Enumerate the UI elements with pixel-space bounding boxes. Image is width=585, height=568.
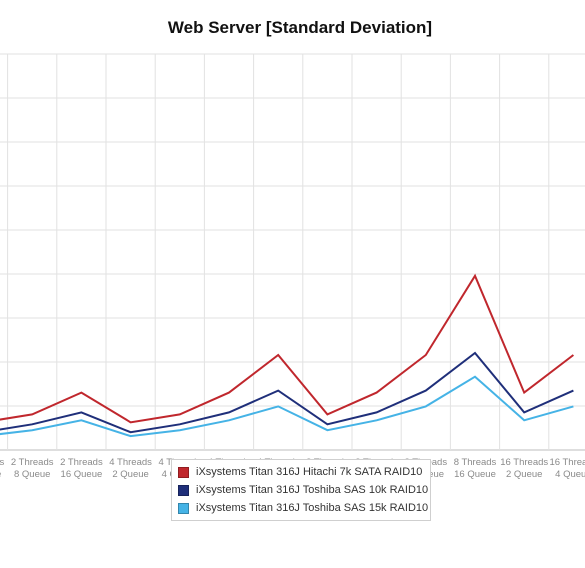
x-tick-label: 16 Threads4 Queue xyxy=(549,457,585,480)
legend-item-series-2: iXsystems Titan 316J Toshiba SAS 10k RAI… xyxy=(178,481,428,499)
legend-label-series-3: iXsystems Titan 316J Toshiba SAS 15k RAI… xyxy=(196,502,429,514)
chart-title: Web Server [Standard Deviation] xyxy=(167,18,433,37)
x-tick-label: 16 Threads 2 Queue xyxy=(500,457,548,480)
gridlines xyxy=(0,53,585,451)
series-lines xyxy=(0,273,575,438)
legend-swatch-series-3 xyxy=(178,502,189,514)
x-tick-label: 8 Threads 16 Queue xyxy=(454,457,497,480)
legend-swatch-series-2 xyxy=(178,484,189,496)
x-tick-label: 2 Threads 8 Queue xyxy=(11,457,54,480)
legend-item-series-3: iXsystems Titan 316J Toshiba SAS 15k RAI… xyxy=(178,499,428,517)
x-tick-label: 4 Threads 2 Queue xyxy=(109,457,152,480)
legend-label-series-1: iXsystems Titan 316J Hitachi 7k SATA RAI… xyxy=(196,466,423,478)
series-line-1 xyxy=(0,273,575,424)
x-tick-label: 2 Threads 16 Queue xyxy=(60,457,103,480)
series-line-3 xyxy=(0,375,574,438)
legend-item-series-1: iXsystems Titan 316J Hitachi 7k SATA RAI… xyxy=(178,463,424,481)
series-line-2 xyxy=(0,351,574,434)
legend-label-series-2: iXsystems Titan 316J Toshiba SAS 10k RAI… xyxy=(196,484,429,496)
legend-swatch-series-1 xyxy=(178,466,189,478)
legend: iXsystems Titan 316J Hitachi 7k SATA RAI… xyxy=(171,459,431,521)
